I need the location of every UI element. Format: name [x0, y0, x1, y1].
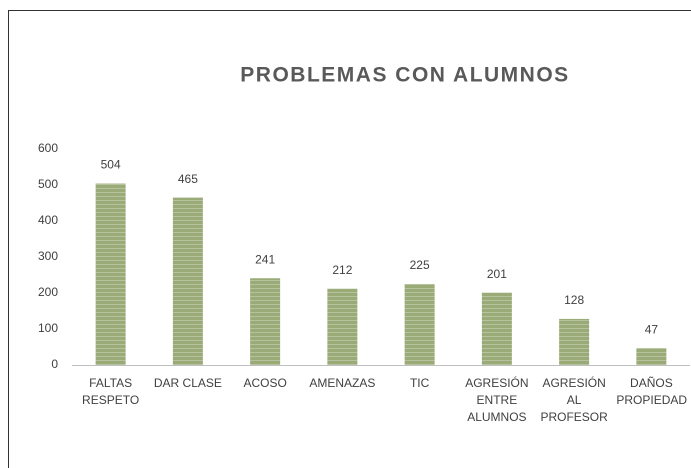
x-tick-label: DAR CLASE: [153, 376, 222, 390]
x-tick-label: TIC: [409, 376, 430, 390]
data-label: 201: [487, 267, 507, 281]
x-tick-label: FALTAS RESPETO: [82, 376, 140, 407]
x-tick-label: DAÑOS PROPIEDAD: [616, 376, 688, 407]
bar: [172, 197, 203, 365]
bar: [559, 318, 590, 365]
data-label: 128: [564, 293, 584, 307]
y-tick-label: 200: [38, 285, 58, 299]
x-tick-label: AMENAZAS: [309, 376, 376, 390]
bar: [250, 278, 281, 365]
x-tick-label: AGRESIÓN ENTRE ALUMNOS: [465, 376, 529, 424]
data-label: 465: [178, 172, 198, 186]
data-label: 47: [645, 322, 659, 336]
bar: [481, 292, 512, 365]
data-label: 241: [255, 252, 275, 266]
y-tick-label: 600: [38, 141, 58, 155]
frame: [8, 10, 691, 468]
data-label: 212: [332, 263, 352, 277]
x-tick-label: AGRESIÓN AL PROFESOR: [540, 376, 608, 424]
chart-title: PROBLEMAS CON ALUMNOS: [240, 64, 569, 87]
y-tick-label: 100: [38, 321, 58, 335]
data-label: 504: [101, 158, 121, 172]
bar: [95, 183, 126, 365]
y-tick-label: 400: [38, 213, 58, 227]
y-tick-label: 0: [51, 357, 58, 371]
bar: [327, 288, 358, 365]
bar: [636, 348, 667, 365]
bar: [404, 284, 435, 365]
data-label: 225: [410, 258, 430, 272]
y-tick-label: 500: [38, 177, 58, 191]
x-tick-label: ACOSO: [243, 376, 287, 390]
y-tick-label: 300: [38, 249, 58, 263]
